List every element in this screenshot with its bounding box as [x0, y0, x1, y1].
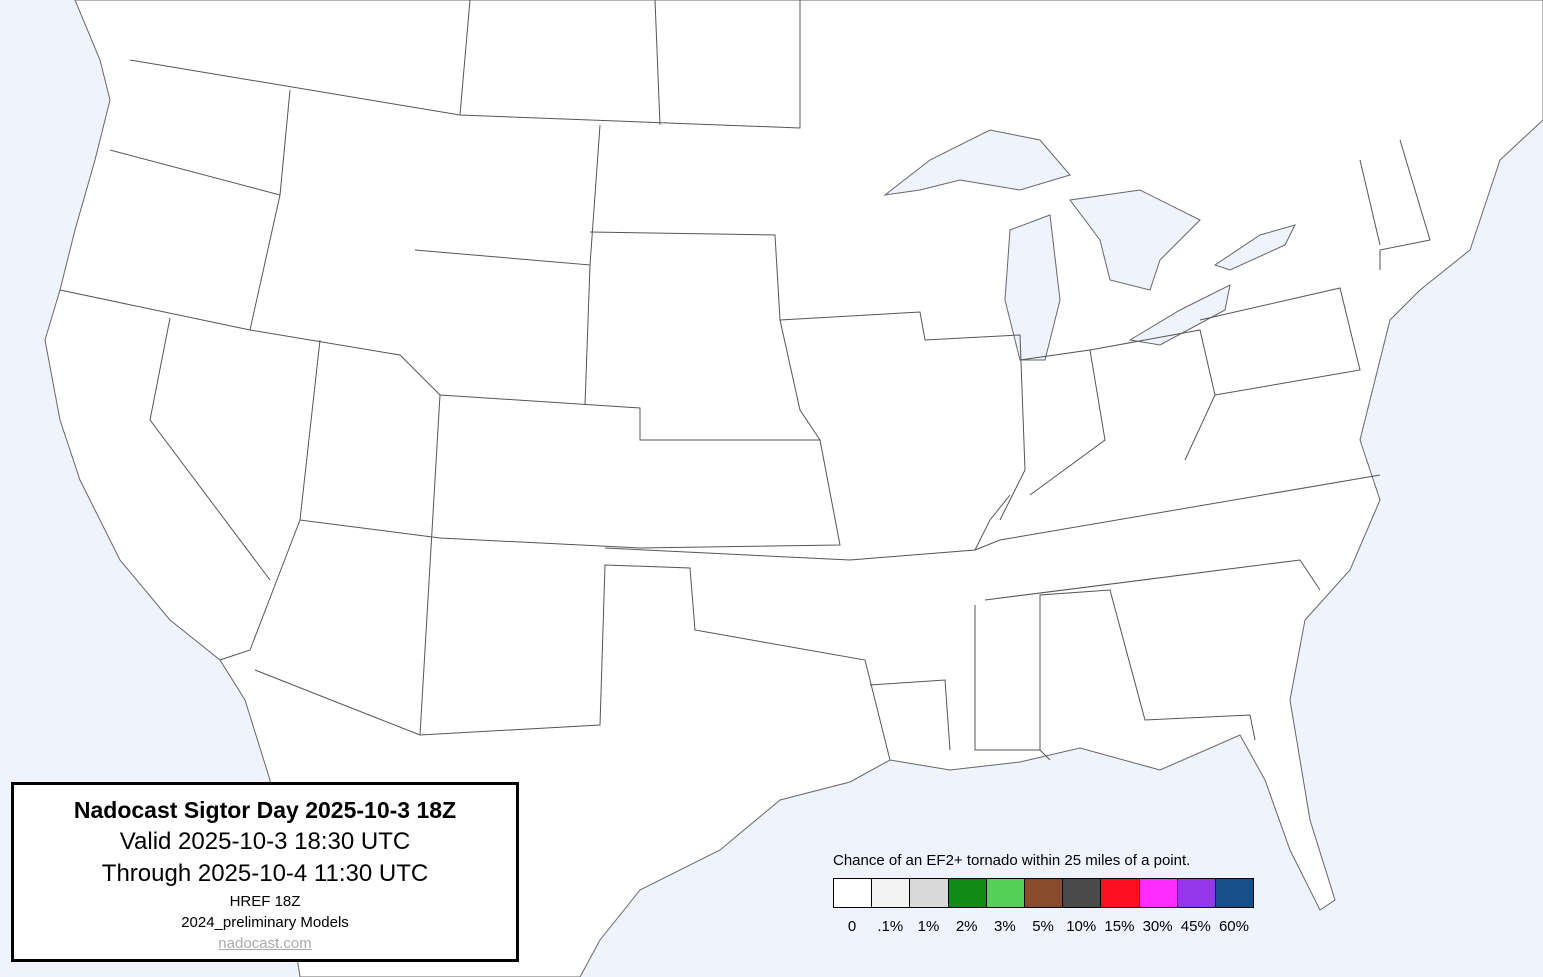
forecast-info-box: Nadocast Sigtor Day 2025-10-3 18Z Valid … — [11, 782, 519, 962]
legend-swatch — [1177, 879, 1216, 907]
legend-swatch — [1024, 879, 1064, 907]
legend-label: 10% — [1066, 918, 1097, 935]
legend-label: 5% — [1032, 918, 1054, 935]
state-borders — [59, 0, 1431, 761]
legend-label: 30% — [1142, 918, 1173, 935]
legend-labels: 0 .1% 1% 2% 3% 5% 10% 15% 30% 45% 60% — [833, 918, 1254, 935]
legend-label: 1% — [917, 918, 940, 935]
legend-swatch — [1215, 879, 1254, 907]
legend-label: 2% — [955, 918, 978, 935]
legend-label: 45% — [1180, 918, 1211, 935]
legend-label: 3% — [994, 918, 1016, 935]
model-set: 2024_preliminary Models — [181, 914, 349, 931]
valid-time: Valid 2025-10-3 18:30 UTC — [119, 828, 411, 855]
legend-swatch — [910, 879, 949, 907]
legend-title: Chance of an EF2+ tornado within 25 mile… — [833, 852, 1191, 869]
legend-swatch — [872, 879, 911, 907]
legend-swatch — [834, 879, 873, 907]
legend-label: .1% — [877, 918, 904, 935]
probability-legend: Chance of an EF2+ tornado within 25 mile… — [833, 852, 1254, 935]
nadocast-link[interactable]: nadocast.com — [218, 935, 312, 952]
model-run: HREF 18Z — [229, 893, 301, 910]
forecast-title: Nadocast Sigtor Day 2025-10-3 18Z — [73, 797, 457, 823]
legend-label: 0 — [847, 918, 857, 935]
legend-swatch — [1101, 879, 1140, 907]
legend-swatch — [948, 879, 987, 907]
legend-swatch — [1063, 879, 1102, 907]
through-time: Through 2025-10-4 11:30 UTC — [101, 860, 429, 887]
legend-swatches — [833, 878, 1254, 908]
legend-swatch — [986, 879, 1025, 907]
legend-swatch — [1139, 879, 1178, 907]
legend-label: 60% — [1218, 918, 1249, 935]
legend-label: 15% — [1104, 918, 1135, 935]
great-lakes — [883, 129, 1296, 361]
